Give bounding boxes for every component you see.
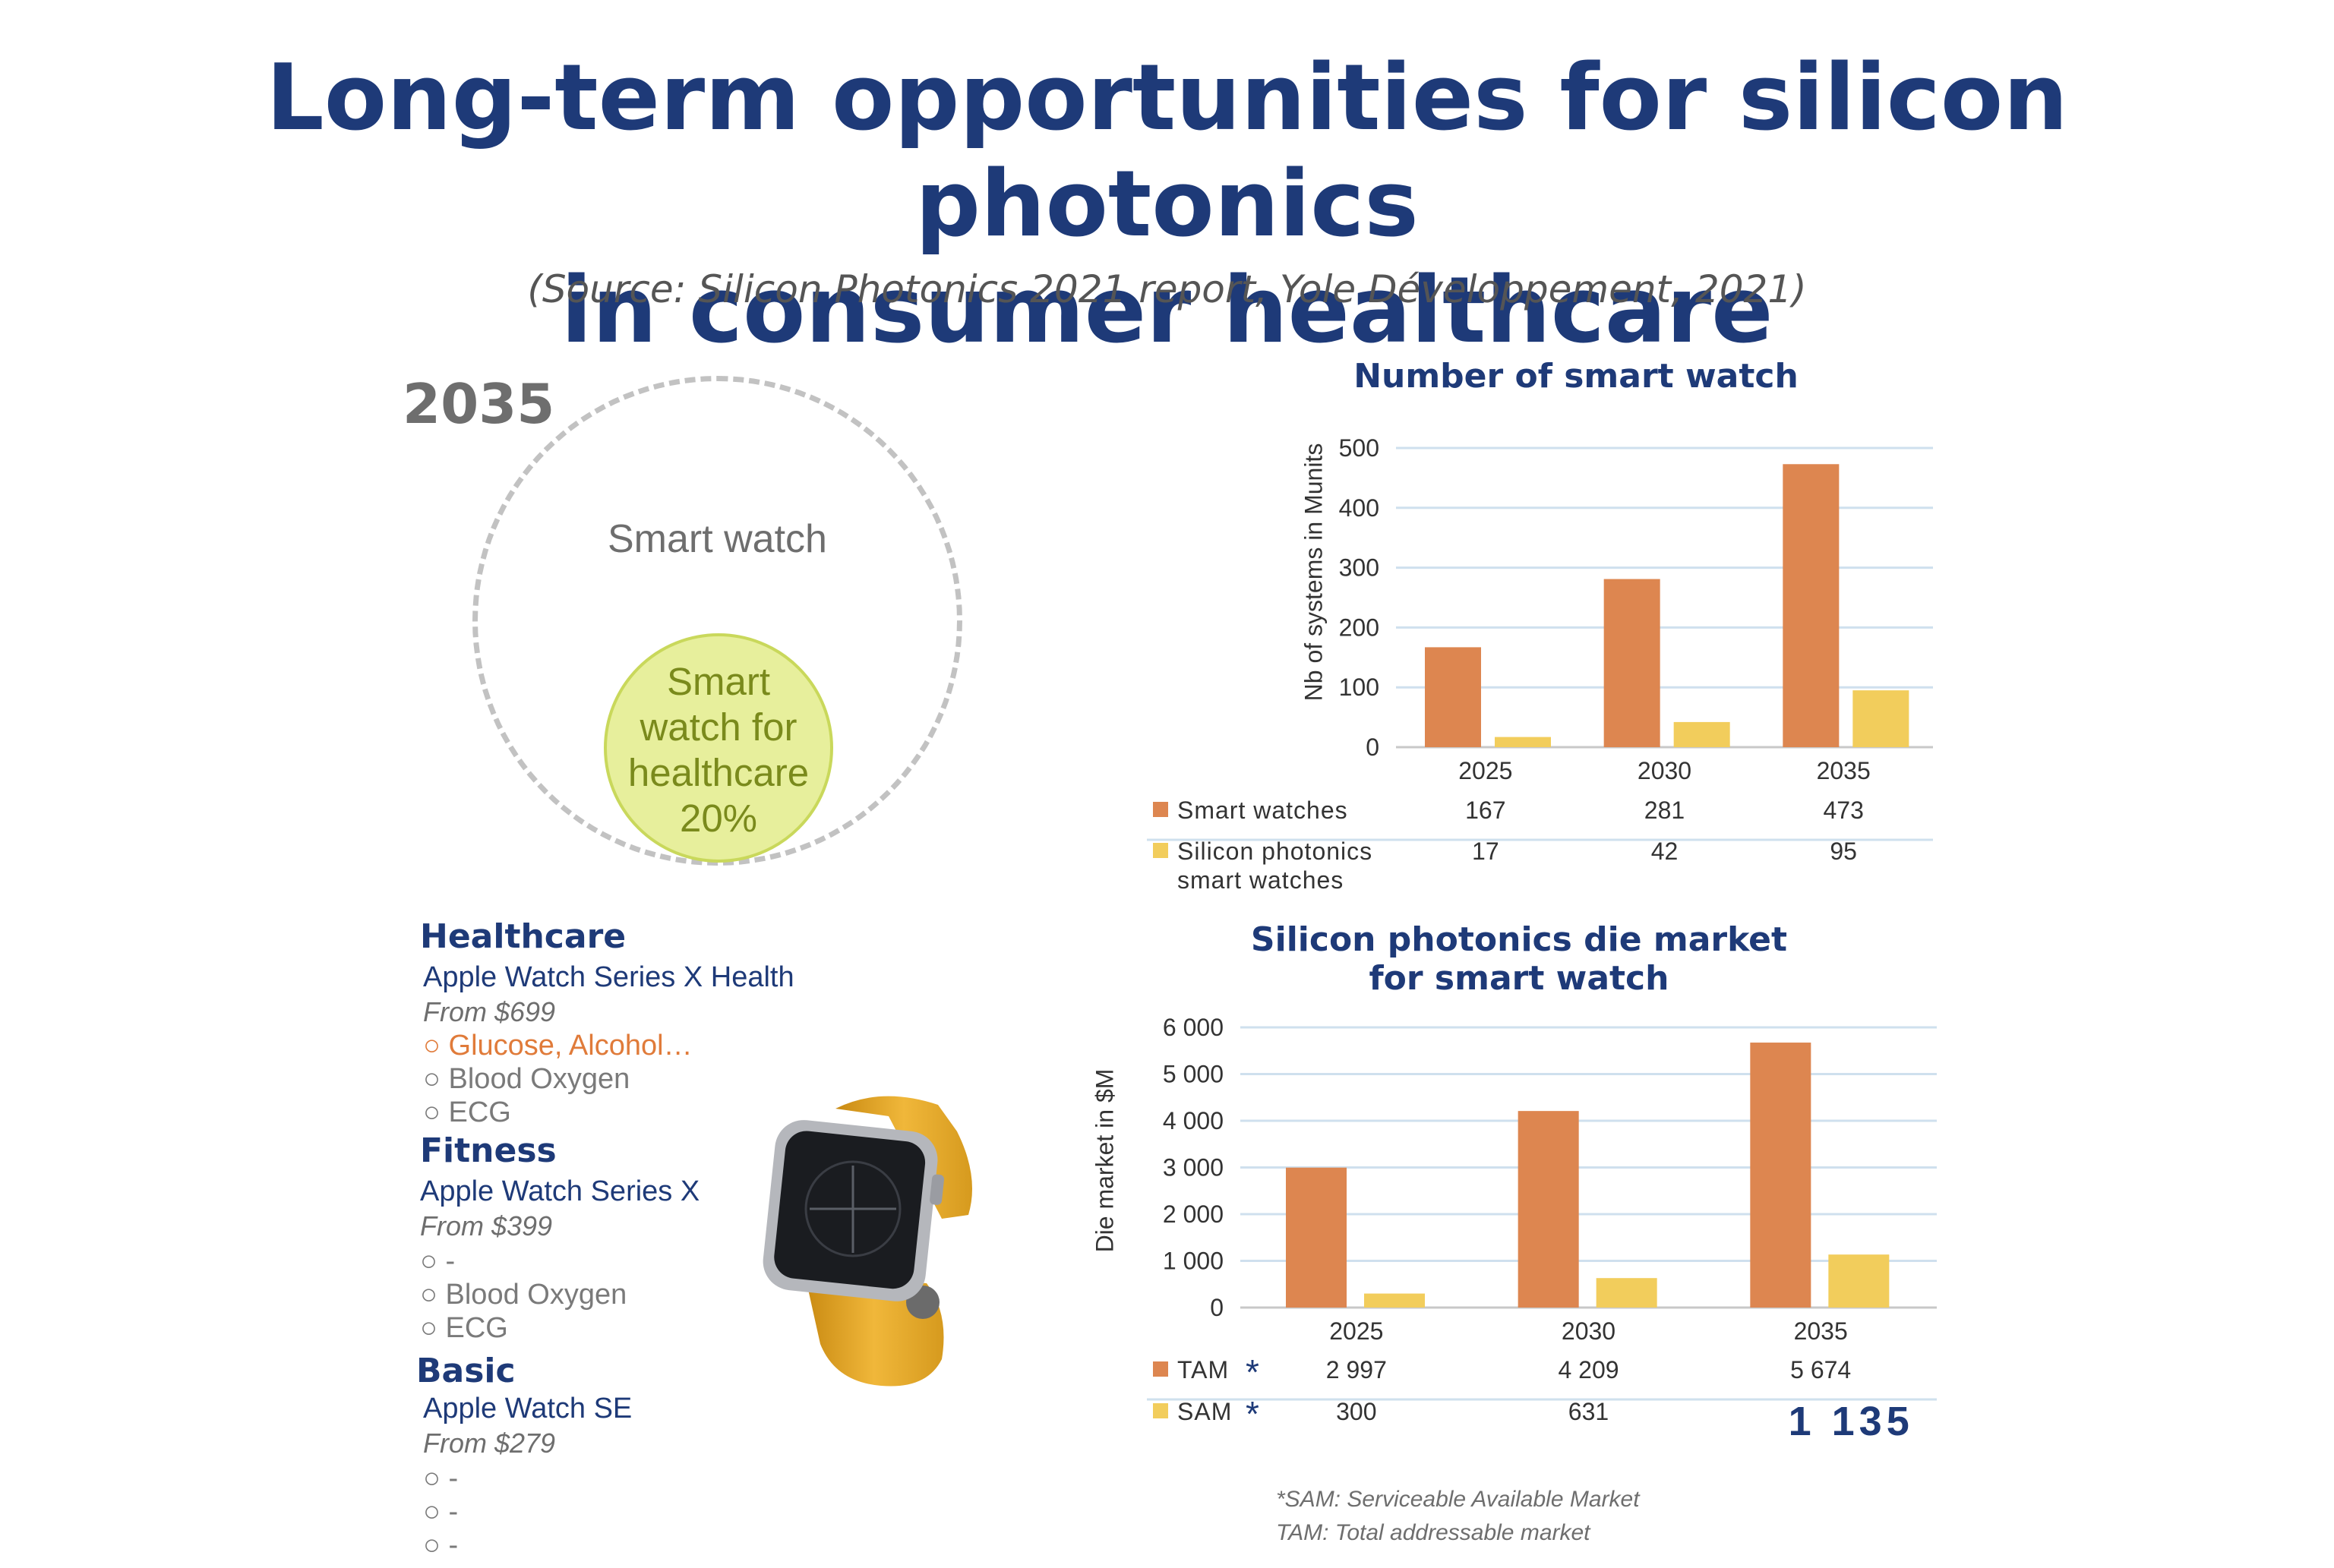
chart-1-legend-swatch (1153, 843, 1168, 858)
healthcare-circle (604, 633, 833, 863)
model-fitness: Apple Watch Series X (420, 1175, 700, 1207)
chart-1-bar-series1 (1783, 464, 1840, 747)
chart-2-bar-series1 (1750, 1043, 1811, 1308)
chart-2-star-marker: * (1246, 1352, 1259, 1392)
feature-item: ○ ECG (420, 1312, 508, 1344)
chart-2-y-tick-label: 2 000 (1163, 1200, 1224, 1228)
chart-2-x-tick-label: 2030 (1562, 1317, 1615, 1345)
chart-2-y-tick-label: 5 000 (1163, 1061, 1224, 1088)
title-line-2: in consumer healthcare (561, 258, 1773, 364)
page-title: Long-term opportunities for silicon phot… (0, 46, 2334, 364)
feature-item: ○ - (423, 1529, 459, 1561)
chart-1-legend-label: Smart watches (1177, 797, 1348, 824)
feature-item: ○ ECG (423, 1096, 511, 1128)
chart-2-data-label: 1 135 (1789, 1399, 1914, 1444)
chart-2-bar-series2 (1596, 1278, 1657, 1308)
price-healthcare: From $699 (423, 996, 556, 1027)
healthcare-circle-label: Smart watch for healthcare 20% (604, 659, 833, 841)
chart-2-y-tick-label: 4 000 (1163, 1107, 1224, 1134)
feature-item: ○ Glucose, Alcohol… (423, 1030, 693, 1062)
chart-2-y-tick-label: 3 000 (1163, 1154, 1224, 1182)
smartwatch-image (763, 1096, 972, 1387)
chart-2-bar-series2 (1828, 1254, 1890, 1308)
chart-1-data-label: 281 (1644, 797, 1685, 824)
chart-2-legend-swatch (1153, 1403, 1168, 1418)
category-basic: Basic (416, 1352, 516, 1390)
chart-2-bar-series1 (1518, 1111, 1579, 1308)
healthcare-label-line: healthcare (627, 751, 810, 794)
chart-1-x-tick-label: 2030 (1638, 757, 1691, 784)
chart-2-data-label: 4 209 (1558, 1356, 1619, 1383)
footnote-sam: *SAM: Serviceable Available Market (1276, 1487, 1640, 1512)
feature-item: ○ Blood Oxygen (423, 1063, 630, 1095)
chart-1-y-tick-label: 400 (1339, 494, 1379, 522)
digital-crown-icon (930, 1174, 945, 1205)
chart-1-bar-series2 (1673, 721, 1730, 747)
healthcare-label-line: Smart (666, 660, 771, 703)
source-citation: (Source: Silicon Photonics 2021 report, … (527, 267, 1807, 311)
chart-2-legend-swatch (1153, 1361, 1168, 1377)
smart-watch-circle-label: Smart watch (608, 517, 827, 561)
chart-2-y-tick-label: 0 (1210, 1294, 1224, 1321)
category-fitness: Fitness (420, 1131, 557, 1170)
chart-2-y-tick-label: 1 000 (1163, 1248, 1224, 1275)
chart-2-x-tick-label: 2035 (1794, 1317, 1848, 1345)
chart-2-x-tick-label: 2025 (1329, 1317, 1383, 1345)
smart-watch-circle (472, 376, 962, 866)
feature-item: ○ - (423, 1496, 459, 1528)
chart-2-y-tick-label: 6 000 (1163, 1014, 1224, 1041)
chart-1-data-label: 167 (1465, 797, 1505, 824)
chart-2-bar-series2 (1364, 1293, 1425, 1308)
chart-2-title-line: Silicon photonics die market (1250, 920, 1788, 959)
chart-1-y-tick-label: 300 (1339, 554, 1379, 582)
chart-1-bar-series2 (1495, 737, 1551, 747)
chart-1-bar-series1 (1425, 647, 1481, 747)
chart-1-legend-swatch (1153, 802, 1168, 817)
footnote-tam: TAM: Total addressable market (1276, 1520, 1590, 1545)
chart-1-y-tick-label: 200 (1339, 614, 1379, 641)
chart-1-y-tick-label: 100 (1339, 674, 1379, 701)
feature-item: ○ - (420, 1245, 456, 1277)
chart-1-legend-label: Silicon photonics (1177, 838, 1372, 865)
chart-2-legend-label: SAM (1177, 1398, 1232, 1425)
chart-1-data-label: 17 (1472, 838, 1499, 865)
feature-item: ○ Blood Oxygen (420, 1279, 627, 1311)
year-label: 2035 (403, 372, 555, 436)
chart-1-data-label: 473 (1823, 797, 1863, 824)
chart-2-bar-series1 (1286, 1167, 1347, 1308)
chart-1-x-tick-label: 2035 (1817, 757, 1871, 784)
model-healthcare: Apple Watch Series X Health (423, 961, 794, 993)
chart-1-title: Number of smart watch (1353, 357, 1799, 396)
category-healthcare: Healthcare (420, 917, 627, 956)
price-basic: From $279 (423, 1428, 556, 1459)
chart-1-x-tick-label: 2025 (1458, 757, 1512, 784)
price-fitness: From $399 (420, 1210, 553, 1241)
chart-1-y-tick-label: 500 (1339, 434, 1379, 462)
title-line-1: Long-term opportunities for silicon phot… (266, 46, 2068, 257)
chart-2-data-label: 2 997 (1326, 1356, 1387, 1383)
chart-2-legend-label: TAM (1177, 1356, 1229, 1383)
chart-1-y-tick-label: 0 (1366, 734, 1379, 761)
watch-dial (804, 1160, 902, 1257)
chart-1-data-label: 95 (1830, 838, 1857, 865)
model-basic: Apple Watch SE (423, 1393, 633, 1424)
feature-item: ○ - (423, 1462, 459, 1494)
chart-1-bar-series1 (1603, 579, 1660, 747)
chart-2-star-marker: * (1246, 1394, 1259, 1434)
chart-2-data-label: 631 (1568, 1398, 1609, 1425)
chart-2-data-label: 300 (1336, 1398, 1376, 1425)
healthcare-label-line: watch for (640, 705, 797, 749)
chart-2-title-line: for smart watch (1369, 959, 1669, 998)
chart-2-title: Silicon photonics die market for smart w… (1139, 920, 1899, 998)
chart-1-bar-series2 (1852, 690, 1909, 747)
chart-1-legend-label: smart watches (1177, 866, 1344, 894)
chart-2-data-label: 5 674 (1790, 1356, 1851, 1383)
chart-1-data-label: 42 (1651, 838, 1679, 865)
healthcare-label-line: 20% (679, 797, 758, 840)
